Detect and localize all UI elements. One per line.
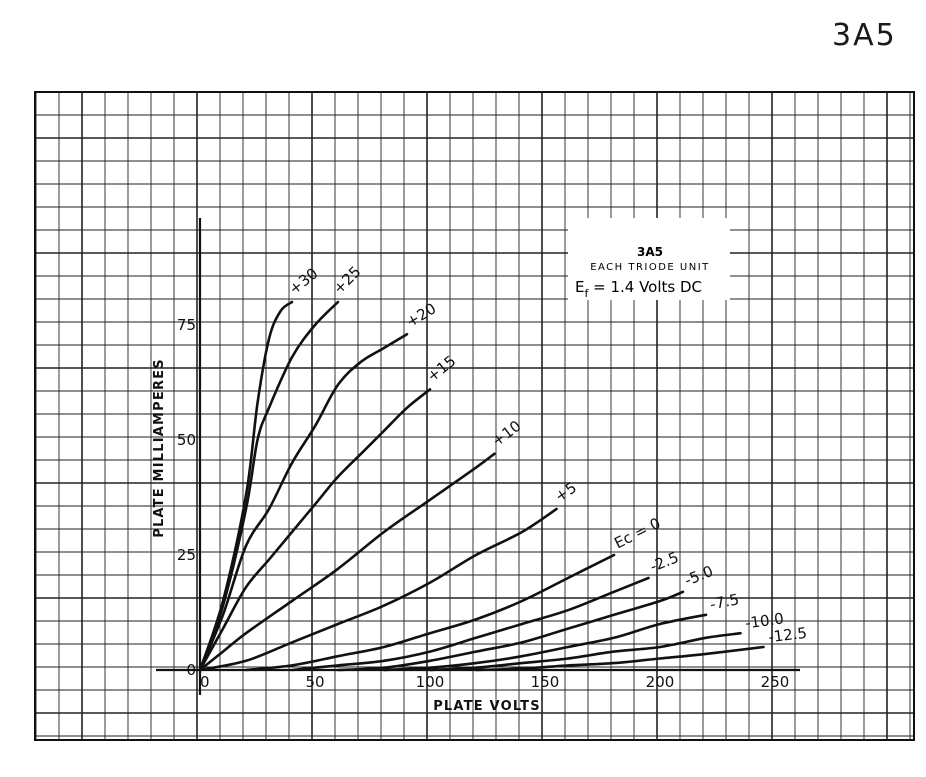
curve-label--12.5: -12.5 <box>767 624 808 646</box>
curve--2.5 <box>290 576 650 672</box>
x-tick-label: 50 <box>305 673 324 691</box>
infobox-title: 3A5 <box>637 245 663 259</box>
y-tick-label: 0 <box>186 661 196 679</box>
tube-type-heading: 3A5 <box>832 18 897 53</box>
curves <box>198 300 765 672</box>
y-tick-label: 50 <box>177 431 196 449</box>
infobox-filament: Ef = 1.4 Volts DC <box>575 278 702 300</box>
x-tick-label: 200 <box>646 673 675 691</box>
curve-+5 <box>198 507 558 672</box>
tick-labels: 0 50 100 150 200 250 0 25 50 75 <box>177 316 789 691</box>
curve--5.0 <box>336 590 685 672</box>
curve--12.5 <box>474 645 765 672</box>
curve-+15 <box>198 388 432 672</box>
x-tick-label: 150 <box>531 673 560 691</box>
curve-+20 <box>198 332 409 672</box>
filament-symbol: E <box>575 278 584 296</box>
curve-label--10.0: -10.0 <box>744 609 785 632</box>
filament-subscript: f <box>584 287 589 300</box>
infobox-subtitle: EACH TRIODE UNIT <box>590 262 710 273</box>
curve--7.5 <box>382 613 708 672</box>
x-tick-label: 0 <box>200 673 210 691</box>
y-tick-label: 25 <box>177 546 196 564</box>
y-axis-title: PLATE MILLIAMPERES <box>152 358 167 538</box>
filament-value: = 1.4 Volts DC <box>588 278 702 296</box>
curve-label--7.5: -7.5 <box>708 590 740 613</box>
curve-+10 <box>198 452 496 672</box>
curve-+25 <box>198 300 340 672</box>
x-axis-title: PLATE VOLTS <box>433 699 541 714</box>
curve-0 <box>244 553 616 672</box>
infobox <box>568 218 730 300</box>
curve--10.0 <box>428 631 742 672</box>
grid-border <box>34 91 915 741</box>
y-tick-label: 75 <box>177 316 196 334</box>
x-tick-label: 250 <box>761 673 790 691</box>
x-tick-label: 100 <box>416 673 445 691</box>
